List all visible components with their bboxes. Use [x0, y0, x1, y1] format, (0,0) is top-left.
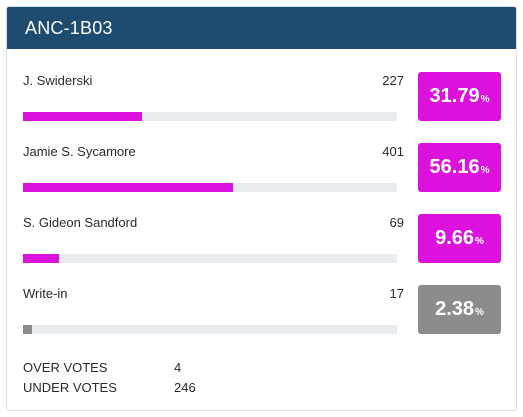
- vote-share-bar: [23, 183, 397, 192]
- vote-share-bar: [23, 254, 397, 263]
- percent-badge: 2.38%: [418, 285, 501, 334]
- under-votes-value: 246: [174, 379, 196, 395]
- under-votes-label: UNDER VOTES: [23, 379, 117, 395]
- percent-sign: %: [475, 307, 484, 318]
- under-votes-row: UNDER VOTES 246: [23, 377, 196, 397]
- card-header: ANC-1B03: [7, 7, 516, 49]
- percent-badge: 31.79%: [418, 72, 501, 121]
- candidate-list: J. Swiderski 227 31.79% Jamie S. Sycamor…: [7, 49, 516, 334]
- percent-sign: %: [475, 236, 484, 247]
- vote-share-fill: [23, 254, 60, 263]
- contest-title: ANC-1B03: [25, 17, 113, 38]
- percent-value: 31.79: [429, 85, 480, 107]
- percent-value: 56.16: [429, 156, 480, 178]
- candidate-row: J. Swiderski 227 31.79%: [7, 49, 516, 121]
- candidate-name: S. Gideon Sandford: [23, 215, 138, 230]
- percent-sign: %: [480, 165, 490, 176]
- candidate-name: Write-in: [23, 286, 68, 301]
- candidate-row: S. Gideon Sandford 69 9.66%: [7, 191, 516, 263]
- percent-value: 2.38: [435, 298, 475, 320]
- vote-share-fill: [23, 183, 234, 192]
- over-votes-label: OVER VOTES: [23, 359, 108, 375]
- vote-share-fill: [23, 112, 142, 121]
- candidate-row: Jamie S. Sycamore 401 56.16%: [7, 120, 516, 192]
- candidate-name: Jamie S. Sycamore: [23, 144, 136, 159]
- vote-summary: OVER VOTES 4 UNDER VOTES 246: [23, 357, 196, 397]
- vote-share-bar: [23, 325, 397, 334]
- over-votes-value: 4: [174, 359, 182, 375]
- candidate-votes: 227: [382, 73, 404, 88]
- percent-value: 9.66: [435, 227, 475, 249]
- percent-badge: 9.66%: [418, 214, 501, 263]
- candidate-name: J. Swiderski: [23, 73, 93, 88]
- candidate-votes: 401: [382, 144, 404, 159]
- results-card: ANC-1B03 J. Swiderski 227 31.79% Jamie S…: [6, 6, 517, 411]
- candidate-votes: 69: [389, 215, 404, 230]
- percent-badge: 56.16%: [418, 143, 501, 192]
- vote-share-fill: [23, 325, 32, 334]
- percent-sign: %: [480, 94, 490, 105]
- vote-share-bar: [23, 112, 397, 121]
- over-votes-row: OVER VOTES 4: [23, 357, 196, 377]
- candidate-votes: 17: [389, 286, 404, 301]
- candidate-row: Write-in 17 2.38%: [7, 262, 516, 334]
